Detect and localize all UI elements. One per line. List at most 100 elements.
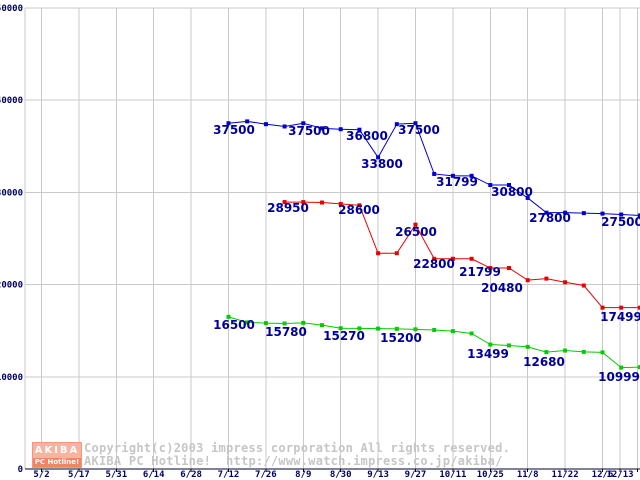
series-red-marker bbox=[394, 251, 399, 256]
y-tick-labels: 50000 40000 30000 20000 10000 0 bbox=[0, 4, 23, 475]
copyright-line-2: AKIBA PC Hotline! http://www.watch.impre… bbox=[84, 454, 503, 468]
data-label: 22800 bbox=[413, 257, 455, 271]
series-red-marker bbox=[469, 256, 474, 261]
data-label: 27500 bbox=[601, 215, 640, 229]
x-tick-label: 5/2 bbox=[33, 470, 49, 480]
series-green-marker bbox=[394, 326, 399, 331]
x-tick-label: 5/17 bbox=[68, 470, 90, 480]
series-red-marker bbox=[320, 200, 324, 205]
series-green-marker bbox=[432, 327, 437, 332]
logo-akiba-text: AKIBA bbox=[34, 445, 80, 456]
data-label: 36800 bbox=[346, 129, 388, 143]
series-red-marker bbox=[637, 305, 640, 310]
series-green-marker bbox=[376, 326, 381, 331]
x-tick-label: 11/8 bbox=[517, 470, 539, 480]
series-green-marker bbox=[245, 320, 250, 325]
x-tick-label: 7/12 bbox=[218, 470, 240, 480]
data-labels: 37500 37500 36800 33800 37500 31799 30800 27800… bbox=[213, 123, 640, 384]
series-green-marker bbox=[263, 321, 268, 326]
x-tick-label: 12/13 bbox=[606, 470, 633, 480]
series-red-marker bbox=[357, 203, 362, 208]
series-blue-marker bbox=[450, 173, 455, 178]
series-blue-marker bbox=[488, 183, 493, 188]
x-tick-label: 5/31 bbox=[105, 470, 127, 480]
series-blue-marker bbox=[619, 212, 624, 217]
data-label: 15270 bbox=[323, 329, 365, 343]
series-blue-marker bbox=[301, 121, 306, 126]
data-label: 21799 bbox=[459, 265, 501, 279]
data-label: 28600 bbox=[338, 203, 380, 217]
akiba-pc-hotline-logo: AKIBA PC Hotline! bbox=[32, 442, 82, 468]
series-green-marker bbox=[469, 331, 474, 336]
x-tick-label: 6/14 bbox=[143, 470, 165, 480]
series-green-marker bbox=[581, 349, 586, 354]
y-tick-label: 20000 bbox=[0, 281, 23, 291]
series-red-marker bbox=[619, 305, 624, 310]
y-tick-label: 40000 bbox=[0, 96, 23, 106]
series-green-marker bbox=[450, 329, 455, 334]
series-blue-marker bbox=[563, 210, 568, 215]
x-tick-label: 10/11 bbox=[439, 470, 466, 480]
x-tick-label: 10/25 bbox=[477, 470, 504, 480]
data-label: 10999 bbox=[598, 370, 640, 384]
series-blue-marker bbox=[413, 121, 418, 126]
series-green-marker bbox=[619, 365, 624, 370]
data-label: 20480 bbox=[481, 281, 523, 295]
series-blue-marker bbox=[376, 155, 381, 160]
series-blue-marker bbox=[600, 211, 605, 216]
series-green-marker bbox=[301, 320, 306, 325]
series-blue-marker bbox=[432, 171, 437, 176]
data-label: 12680 bbox=[523, 355, 565, 369]
series-blue-marker bbox=[357, 127, 362, 132]
series-red-marker bbox=[338, 201, 343, 206]
data-label: 16500 bbox=[213, 318, 255, 332]
series-blue-marker bbox=[544, 210, 549, 215]
series-red-marker bbox=[282, 200, 287, 205]
series-green-marker bbox=[563, 348, 568, 353]
series-blue-marker bbox=[394, 122, 399, 127]
data-label: 17499 bbox=[600, 310, 640, 324]
data-label: 13499 bbox=[467, 347, 509, 361]
series-green-marker bbox=[282, 321, 287, 326]
series-blue-marker bbox=[507, 183, 511, 188]
logo-pc-hotline-text: PC Hotline! bbox=[33, 458, 81, 467]
series-blue-marker bbox=[282, 124, 287, 129]
x-tick-label: 11/22 bbox=[552, 470, 579, 480]
data-label: 28950 bbox=[267, 201, 309, 215]
data-label: 30800 bbox=[491, 185, 533, 199]
series-blue-marker bbox=[637, 213, 640, 218]
data-label: 31799 bbox=[436, 175, 478, 189]
series-blue-line bbox=[226, 119, 640, 218]
series-red-marker bbox=[432, 256, 437, 261]
series-green-line bbox=[226, 314, 640, 370]
series-red-marker bbox=[450, 256, 455, 261]
y-tick-label: 50000 bbox=[0, 4, 23, 14]
series-red-marker bbox=[600, 305, 605, 310]
x-tick-label: 12/6 bbox=[592, 470, 614, 480]
x-tick-label: 7/26 bbox=[255, 470, 277, 480]
x-tick-label: 9/13 bbox=[367, 470, 389, 480]
data-label: 37500 bbox=[213, 123, 255, 137]
data-label: 15200 bbox=[380, 331, 422, 345]
series-red-marker bbox=[488, 266, 493, 271]
series-blue-marker bbox=[226, 121, 231, 126]
series-blue-marker bbox=[263, 122, 268, 127]
data-label: 33800 bbox=[361, 157, 403, 171]
series-red-marker bbox=[301, 200, 306, 205]
series-blue-marker bbox=[581, 211, 586, 216]
series-green-marker bbox=[600, 350, 605, 355]
series-green-marker bbox=[357, 326, 362, 331]
series-red-marker bbox=[525, 278, 530, 283]
x-tick-label: 9/27 bbox=[405, 470, 427, 480]
series-green-marker bbox=[338, 326, 343, 331]
series-green-marker bbox=[637, 365, 640, 370]
series-red-line bbox=[282, 200, 640, 310]
data-label: 15780 bbox=[265, 325, 307, 339]
series-blue-marker bbox=[320, 126, 324, 131]
x-tick-label: 6/28 bbox=[180, 470, 202, 480]
gridlines bbox=[24, 7, 640, 469]
data-label: 26500 bbox=[395, 225, 437, 239]
series-red-marker bbox=[544, 276, 549, 281]
series-blue-marker bbox=[245, 119, 250, 124]
